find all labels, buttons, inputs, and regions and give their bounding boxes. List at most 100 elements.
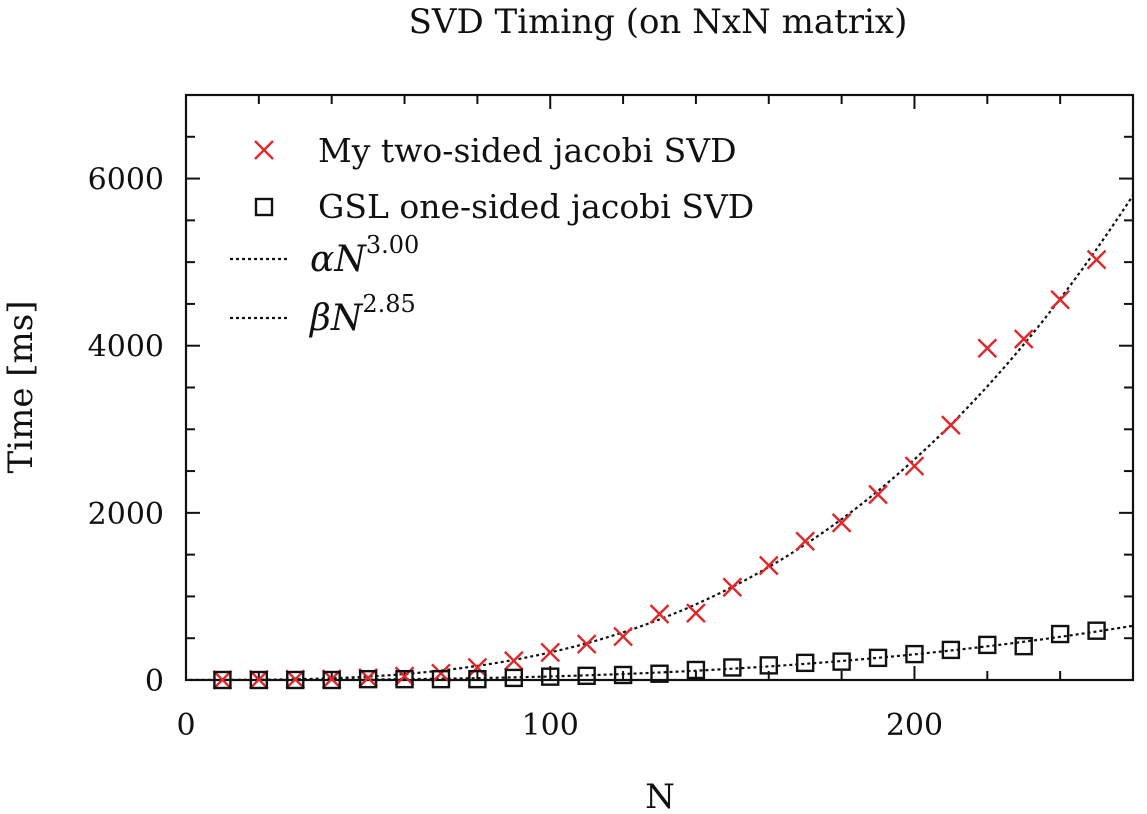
x-tick-label: 0 — [176, 708, 195, 743]
data-point-series-2 — [868, 648, 888, 668]
data-point-series-1 — [503, 650, 524, 671]
data-point-series-2 — [395, 669, 414, 689]
data-point-series-1 — [649, 604, 670, 624]
plot-frame — [184, 93, 1135, 682]
data-point-series-2 — [249, 670, 269, 690]
data-point-series-2 — [358, 669, 378, 689]
legend-entry-fit-1: αN3.00 — [230, 231, 419, 280]
cross-stroke — [795, 531, 816, 552]
data-point-series-1 — [722, 577, 743, 598]
plot-border — [184, 93, 1135, 682]
data-point-series-1 — [431, 663, 451, 684]
data-point-series-2 — [1014, 636, 1033, 656]
x-tick-label: 200 — [886, 708, 943, 743]
legend-label-fit-1: αN3.00 — [310, 231, 419, 280]
chart-title: SVD Timing (on NxN matrix) — [409, 2, 908, 42]
data-point-series-2 — [686, 660, 706, 680]
cross-stroke — [868, 484, 888, 505]
data-point-series-1 — [613, 626, 633, 647]
data-point-series-2 — [286, 670, 305, 690]
legend-label-series-2: GSL one-sided jacobi SVD — [318, 187, 754, 226]
legend-entry-series-1: My two-sided jacobi SVD — [254, 131, 737, 170]
y-tick-label: 4000 — [88, 330, 164, 365]
data-point-series-1 — [795, 531, 816, 552]
y-tick-label: 2000 — [88, 497, 164, 532]
data-point-series-2 — [941, 640, 961, 660]
data-point-series-2 — [905, 644, 924, 664]
data-point-series-2 — [795, 653, 815, 673]
data-point-series-2 — [577, 666, 596, 686]
cross-stroke — [540, 642, 561, 663]
data-point-series-2 — [723, 658, 742, 677]
legend-cross-marker — [254, 140, 274, 160]
data-point-series-1 — [977, 338, 998, 359]
cross-stroke — [904, 456, 925, 476]
cross-stroke — [977, 338, 998, 359]
y-tick-label: 0 — [145, 664, 164, 699]
cross-stroke — [1050, 289, 1071, 310]
cross-stroke — [722, 577, 743, 598]
cross-stroke — [1013, 329, 1034, 349]
data-point-series-2 — [322, 670, 341, 690]
cross-stroke — [285, 669, 306, 690]
data-point-series-2 — [978, 635, 997, 655]
data-point-series-1 — [540, 642, 561, 663]
data-point-series-2 — [613, 665, 633, 685]
cross-stroke — [613, 626, 633, 647]
data-markers — [212, 249, 1107, 690]
y-axis-label: Time [ms] — [1, 301, 41, 474]
cross-stroke — [649, 604, 670, 624]
data-point-series-2 — [832, 652, 851, 671]
fit-curve-2 — [189, 624, 1133, 680]
data-point-series-1 — [1086, 249, 1107, 270]
legend-label-series-1: My two-sided jacobi SVD — [318, 131, 737, 170]
legend-square-marker — [254, 197, 274, 217]
data-point-series-2 — [504, 668, 524, 688]
x-axis-label: N — [645, 777, 675, 814]
data-point-series-1 — [758, 555, 779, 576]
data-point-series-1 — [212, 669, 233, 690]
data-point-series-2 — [468, 669, 487, 689]
data-point-series-1 — [941, 415, 961, 435]
cross-stroke — [503, 650, 524, 671]
data-point-series-1 — [1013, 329, 1034, 349]
data-point-series-1 — [831, 513, 852, 533]
cross-stroke — [686, 603, 706, 623]
data-point-series-2 — [1087, 621, 1106, 640]
data-point-series-2 — [541, 667, 560, 686]
fit-curve-1 — [189, 194, 1133, 680]
data-point-series-2 — [213, 670, 232, 690]
legend: My two-sided jacobi SVD GSL one-sided ja… — [230, 131, 754, 339]
cross-stroke — [576, 634, 597, 654]
cross-stroke — [431, 663, 451, 684]
cross-stroke — [758, 555, 779, 576]
axis-ticks — [185, 94, 1134, 681]
data-point-series-1 — [467, 657, 488, 678]
cross-stroke — [831, 513, 852, 533]
data-point-series-1 — [1050, 289, 1071, 310]
data-point-series-2 — [759, 656, 778, 675]
cross-stroke — [1086, 249, 1107, 270]
data-point-series-1 — [576, 634, 597, 654]
data-point-series-1 — [904, 456, 925, 476]
data-point-series-1 — [285, 669, 306, 690]
data-point-series-1 — [248, 669, 269, 690]
cross-stroke — [254, 140, 274, 160]
cross-stroke — [941, 415, 961, 435]
cross-stroke — [248, 669, 269, 690]
legend-entry-fit-2: βN2.85 — [230, 290, 416, 339]
x-tick-label: 100 — [522, 708, 579, 743]
data-point-series-2 — [431, 669, 451, 689]
data-point-series-1 — [394, 666, 415, 687]
legend-entry-series-2: GSL one-sided jacobi SVD — [254, 187, 754, 226]
legend-label-fit-2: βN2.85 — [308, 290, 416, 339]
cross-stroke — [212, 669, 233, 690]
cross-stroke — [467, 657, 488, 678]
legend-marker-cross — [254, 140, 274, 160]
legend-marker-square — [254, 197, 274, 217]
data-point-series-2 — [650, 664, 669, 683]
y-tick-label: 6000 — [88, 163, 164, 198]
data-point-series-1 — [868, 484, 888, 505]
